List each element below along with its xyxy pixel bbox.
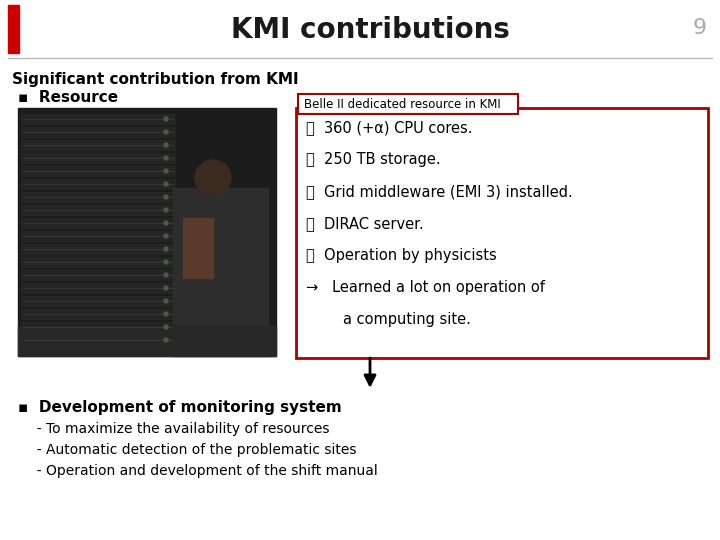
Bar xyxy=(21,231,175,241)
Circle shape xyxy=(164,234,168,238)
Text: →   Learned a lot on operation of: → Learned a lot on operation of xyxy=(306,280,545,295)
Circle shape xyxy=(164,312,168,316)
Bar xyxy=(21,205,175,215)
FancyArrowPatch shape xyxy=(365,358,375,385)
Bar xyxy=(298,94,518,114)
Circle shape xyxy=(164,273,168,277)
Text: a computing site.: a computing site. xyxy=(306,312,471,327)
Bar xyxy=(21,218,175,228)
Circle shape xyxy=(164,182,168,186)
Circle shape xyxy=(164,247,168,251)
Text: KMI contributions: KMI contributions xyxy=(230,16,510,44)
Bar xyxy=(183,218,213,278)
Text: ・  Grid middleware (EMI 3) installed.: ・ Grid middleware (EMI 3) installed. xyxy=(306,184,572,199)
Bar xyxy=(21,179,175,189)
Text: 9: 9 xyxy=(693,18,707,38)
Text: ・  250 TB storage.: ・ 250 TB storage. xyxy=(306,152,441,167)
Bar xyxy=(21,166,175,176)
Bar xyxy=(21,309,175,319)
Bar xyxy=(18,108,276,356)
Text: - Automatic detection of the problematic sites: - Automatic detection of the problematic… xyxy=(28,443,356,457)
Bar xyxy=(18,326,276,356)
Bar xyxy=(21,335,175,345)
Bar xyxy=(173,188,268,356)
Text: ・  Operation by physicists: ・ Operation by physicists xyxy=(306,248,497,263)
Bar xyxy=(21,140,175,150)
Circle shape xyxy=(164,117,168,121)
Circle shape xyxy=(195,160,231,196)
Bar xyxy=(8,5,19,53)
Text: ・  360 (+α) CPU cores.: ・ 360 (+α) CPU cores. xyxy=(306,120,472,135)
Circle shape xyxy=(164,130,168,134)
Bar xyxy=(21,127,175,137)
Bar xyxy=(21,283,175,293)
Circle shape xyxy=(164,338,168,342)
Bar xyxy=(21,114,175,124)
Text: Significant contribution from KMI: Significant contribution from KMI xyxy=(12,72,299,87)
Circle shape xyxy=(164,208,168,212)
Bar xyxy=(21,257,175,267)
Text: Belle II dedicated resource in KMI: Belle II dedicated resource in KMI xyxy=(304,98,500,111)
Text: - Operation and development of the shift manual: - Operation and development of the shift… xyxy=(28,464,378,478)
Text: - To maximize the availability of resources: - To maximize the availability of resour… xyxy=(28,422,330,436)
Bar xyxy=(296,108,708,358)
Bar xyxy=(21,322,175,332)
Circle shape xyxy=(164,325,168,329)
Circle shape xyxy=(164,286,168,290)
Bar xyxy=(21,296,175,306)
Circle shape xyxy=(164,299,168,303)
Circle shape xyxy=(164,221,168,225)
Bar xyxy=(21,244,175,254)
Text: ▪  Resource: ▪ Resource xyxy=(18,90,118,105)
Circle shape xyxy=(164,156,168,160)
Bar xyxy=(21,270,175,280)
Bar xyxy=(21,192,175,202)
Circle shape xyxy=(164,143,168,147)
Text: ・  DIRAC server.: ・ DIRAC server. xyxy=(306,216,423,231)
Circle shape xyxy=(164,169,168,173)
Circle shape xyxy=(164,260,168,264)
Bar xyxy=(21,153,175,163)
Text: ▪  Development of monitoring system: ▪ Development of monitoring system xyxy=(18,400,342,415)
Circle shape xyxy=(164,195,168,199)
